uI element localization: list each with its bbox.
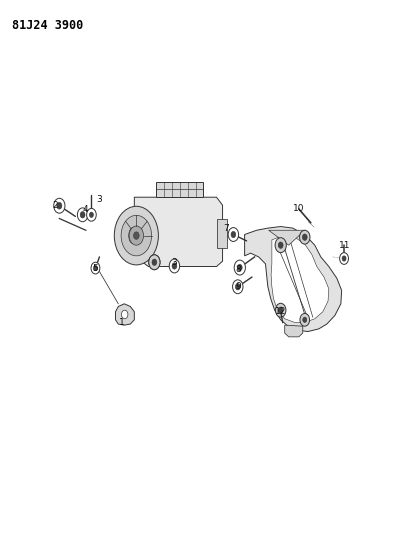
Circle shape [169,259,180,273]
Circle shape [91,262,100,274]
Circle shape [340,253,348,264]
Circle shape [134,232,139,239]
Circle shape [87,208,96,221]
Circle shape [228,228,239,241]
Polygon shape [245,227,342,332]
Circle shape [121,215,152,256]
Polygon shape [115,304,134,325]
Circle shape [278,242,283,248]
Text: 2: 2 [53,201,58,209]
Circle shape [149,255,160,270]
Polygon shape [271,236,329,322]
Polygon shape [269,230,305,245]
Circle shape [122,310,128,319]
Circle shape [275,238,286,253]
Circle shape [300,313,310,326]
Text: 12: 12 [275,308,286,316]
Text: 81J24 3900: 81J24 3900 [12,19,83,31]
Circle shape [234,260,245,275]
Text: 3: 3 [97,196,102,204]
Text: 5: 5 [93,264,98,272]
Circle shape [129,226,144,245]
Circle shape [80,212,85,218]
Circle shape [152,259,157,265]
Circle shape [89,212,93,217]
Polygon shape [134,197,223,266]
Circle shape [237,264,242,271]
Circle shape [275,303,286,317]
Circle shape [114,206,158,265]
Circle shape [300,230,310,244]
Circle shape [278,307,283,313]
Polygon shape [217,219,227,248]
Text: 11: 11 [339,241,350,249]
Text: 10: 10 [293,205,304,213]
Text: 9: 9 [235,282,241,291]
Circle shape [231,231,236,238]
Circle shape [93,265,97,271]
Circle shape [54,198,65,213]
Circle shape [149,255,160,270]
Circle shape [57,203,62,209]
Ellipse shape [129,228,138,244]
Circle shape [77,208,88,222]
Polygon shape [285,325,303,337]
Circle shape [172,263,177,269]
Circle shape [303,317,307,322]
Text: 7: 7 [224,224,229,232]
Circle shape [342,256,346,261]
Circle shape [302,234,307,240]
Circle shape [235,284,240,290]
Text: 3: 3 [172,258,177,266]
Text: 8: 8 [235,265,241,274]
Text: 4: 4 [83,205,88,214]
Polygon shape [156,182,203,197]
Text: 1: 1 [119,318,125,327]
Circle shape [233,280,243,294]
